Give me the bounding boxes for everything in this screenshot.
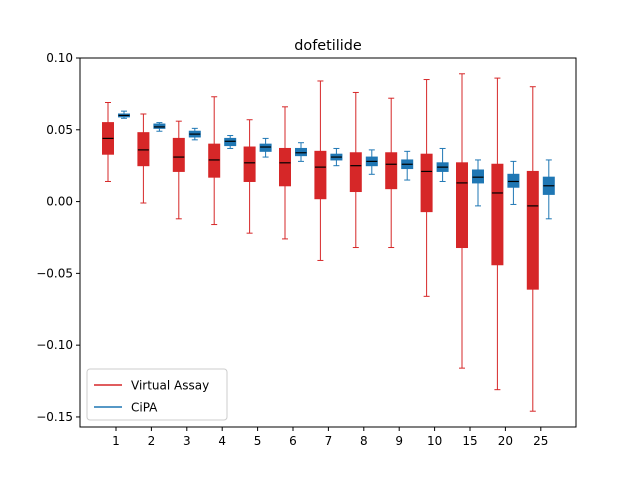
x-tick-label: 10	[427, 434, 442, 448]
virtual-assay-iqr-box	[137, 132, 150, 167]
legend-label-virtual-assay: Virtual Assay	[131, 379, 209, 393]
cipa-box-2	[153, 122, 166, 132]
virtual-assay-box-15	[456, 73, 468, 369]
legend: Virtual Assay CiPA	[86, 368, 228, 421]
virtual-assay-iqr-box	[526, 170, 539, 290]
x-tick-label: 5	[254, 434, 262, 448]
cipa-box-8	[365, 149, 378, 175]
cipa-box-7	[330, 147, 343, 167]
cipa-iqr-box	[224, 137, 237, 147]
y-tick-label: 0.00	[46, 195, 73, 209]
virtual-assay-box-2	[137, 113, 150, 204]
cipa-iqr-box	[153, 123, 166, 129]
y-tick-label: −0.05	[36, 266, 73, 280]
cipa-box-5	[259, 137, 272, 158]
axes: −0.15 −0.10 −0.05 0.00 0.05 0.10 1 2 3 4 5 6 7 8 9 10 15…	[36, 51, 577, 448]
virtual-assay-box-3	[172, 120, 185, 220]
virtual-assay-box-5	[243, 119, 256, 234]
x-tick-label: 2	[148, 434, 156, 448]
virtual-assay-box-9	[385, 97, 398, 249]
cipa-iqr-box	[472, 169, 484, 184]
virtual-assay-iqr-box	[172, 137, 185, 172]
virtual-assay-iqr-box	[314, 150, 327, 200]
virtual-assay-iqr-box	[456, 162, 468, 249]
virtual-assay-box-4	[208, 96, 221, 226]
virtual-assay-box-7	[314, 80, 327, 261]
cipa-box-25	[542, 159, 555, 220]
virtual-assay-iqr-box	[385, 152, 398, 190]
legend-label-cipa: CiPA	[131, 401, 158, 415]
virtual-assay-iqr-box	[279, 147, 291, 187]
virtual-assay-box-10	[420, 79, 433, 297]
cipa-box-6	[295, 142, 307, 162]
y-tick-label: 0.10	[46, 51, 73, 65]
cipa-box-4	[224, 135, 237, 149]
virtual-assay-iqr-box	[420, 153, 433, 213]
x-tick-label: 3	[183, 434, 191, 448]
virtual-assay-iqr-box	[491, 163, 504, 266]
cipa-box-1	[118, 110, 130, 119]
x-tick-label: 1	[112, 434, 120, 448]
x-tick-label: 15	[462, 434, 477, 448]
x-tick-label: 7	[325, 434, 333, 448]
virtual-assay-box-25	[526, 86, 539, 412]
virtual-assay-iqr-box	[208, 143, 221, 178]
x-tick-label: 4	[218, 434, 226, 448]
virtual-assay-box-6	[279, 106, 291, 240]
cipa-box-20	[507, 160, 520, 205]
y-tick-label: 0.05	[46, 123, 73, 137]
virtual-assay-box-8	[349, 91, 362, 249]
cipa-box-10	[436, 147, 449, 182]
chart-title: dofetilide	[294, 38, 362, 54]
cipa-iqr-box	[259, 143, 272, 152]
x-tick-label: 25	[533, 434, 548, 448]
x-tick-label: 6	[289, 434, 297, 448]
x-tick-label: 8	[360, 434, 368, 448]
x-tick-label: 20	[498, 434, 513, 448]
cipa-box-9	[401, 150, 414, 181]
y-tick-label: −0.10	[36, 338, 73, 352]
y-tick-label: −0.15	[36, 410, 73, 424]
virtual-assay-iqr-box	[349, 152, 362, 193]
cipa-iqr-box	[507, 173, 520, 188]
cipa-box-15	[472, 159, 484, 207]
cipa-box-3	[188, 127, 201, 141]
virtual-assay-box-20	[491, 77, 504, 391]
virtual-assay-box-1	[102, 102, 114, 182]
virtual-assay-iqr-box	[243, 146, 256, 182]
plot-area	[102, 73, 555, 412]
x-tick-label: 9	[395, 434, 403, 448]
cipa-iqr-box	[295, 147, 307, 157]
